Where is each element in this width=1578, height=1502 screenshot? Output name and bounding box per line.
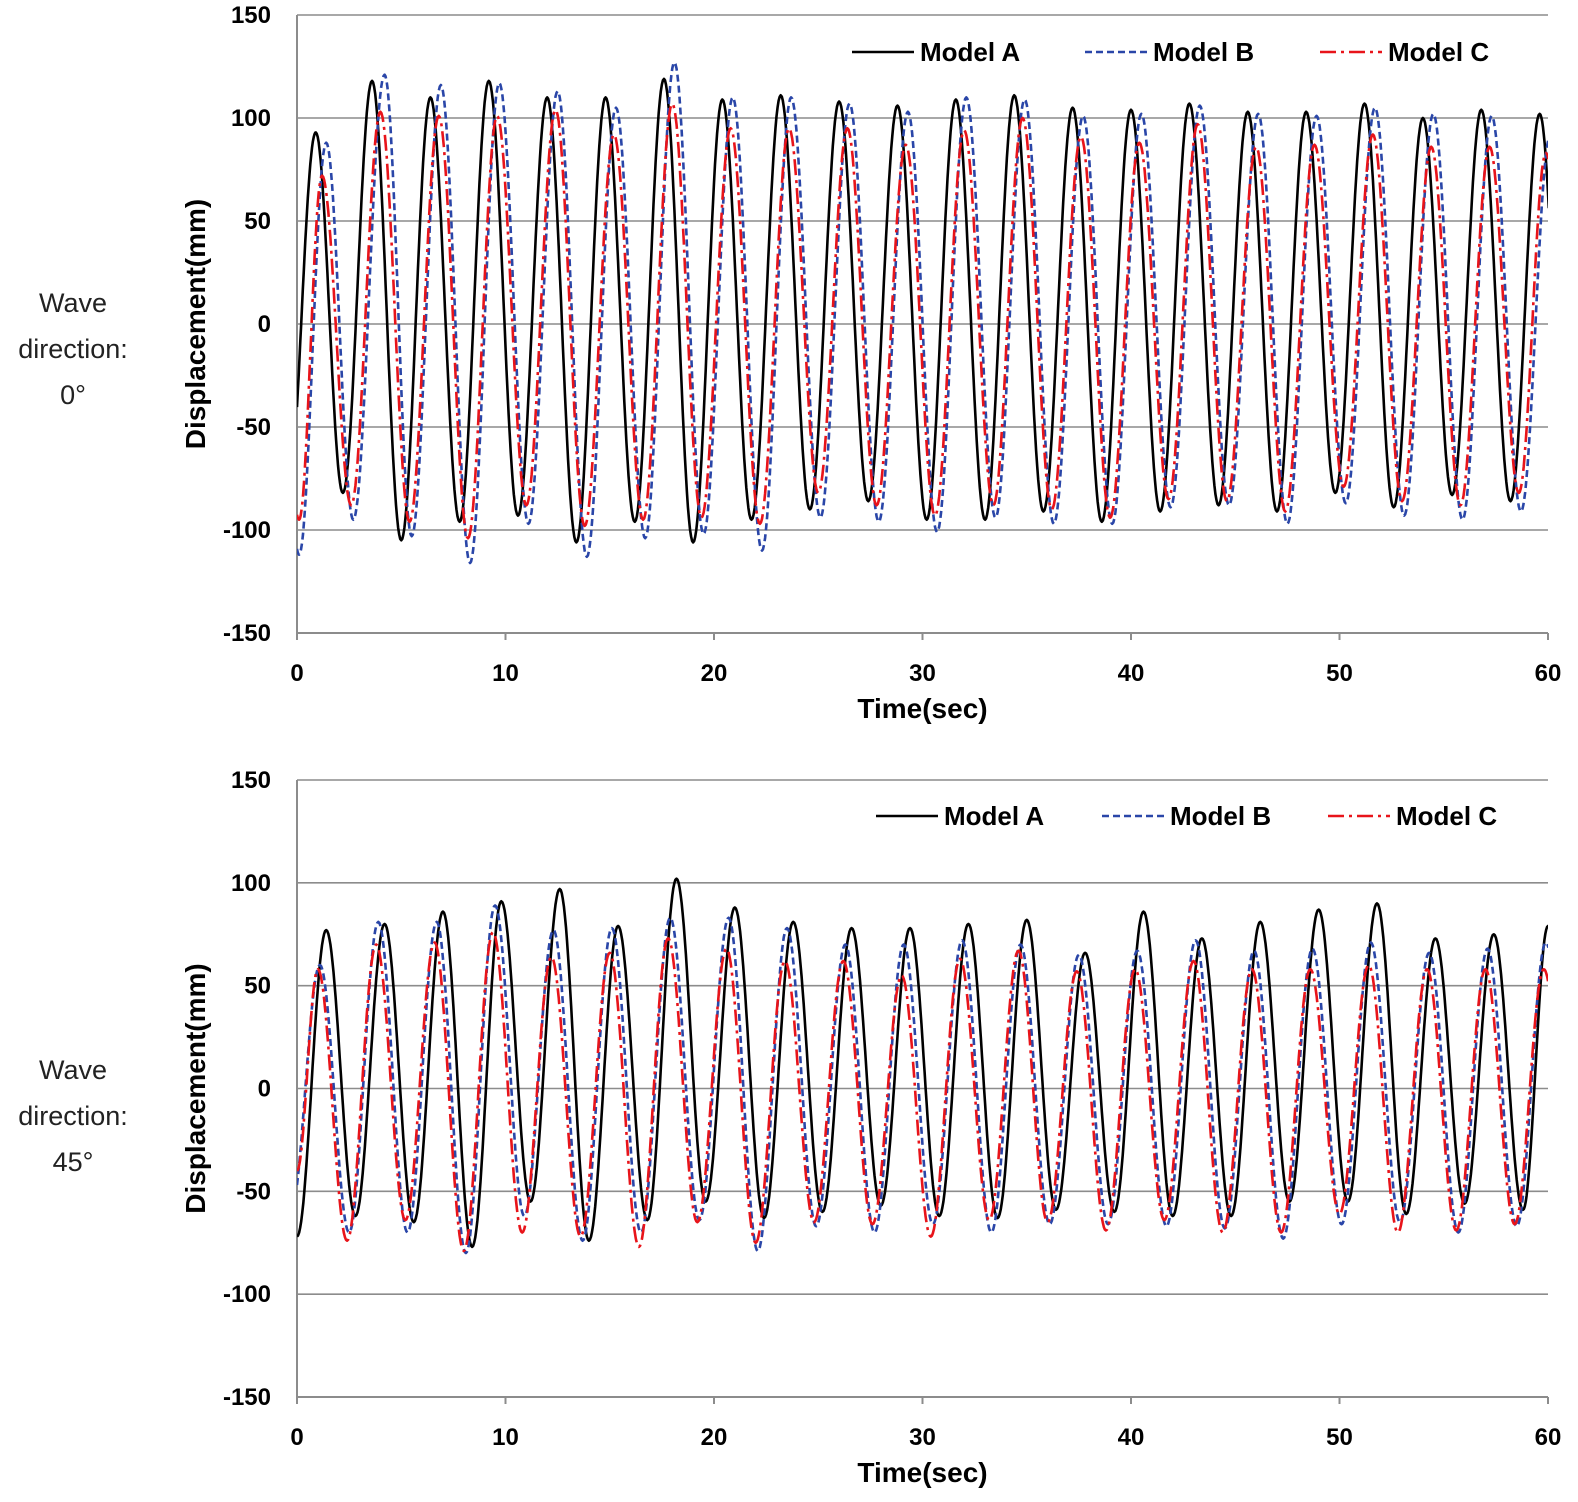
panel-2-label-line-2: direction:	[18, 1101, 128, 1131]
y-tick-label: -150	[223, 1384, 271, 1411]
x-tick-label: 40	[1118, 1424, 1145, 1451]
x-tick-label: 10	[492, 660, 519, 687]
y-tick-label: -100	[223, 517, 271, 544]
y-tick-label: 50	[244, 208, 271, 235]
x-tick-label: 50	[1326, 660, 1353, 687]
y-tick-label: 50	[244, 973, 271, 1000]
y-tick-label: -50	[236, 1178, 271, 1205]
series-line-model-b	[297, 904, 1548, 1255]
x-tick-label: 30	[909, 660, 936, 687]
series-line-model-c	[297, 102, 1548, 540]
x-axis-title: Time(sec)	[857, 693, 987, 724]
legend-label: Model A	[920, 37, 1020, 67]
x-tick-label: 0	[290, 660, 303, 687]
legend-label: Model C	[1396, 801, 1497, 831]
x-tick-label: 10	[492, 1424, 519, 1451]
legend-label: Model B	[1153, 37, 1254, 67]
panel-1-label: Wave direction: 0°	[0, 280, 146, 418]
y-axis-title: Displacement(mm)	[180, 963, 211, 1214]
series-line-model-c	[297, 930, 1548, 1253]
legend-label: Model A	[944, 801, 1044, 831]
y-tick-label: 100	[231, 870, 271, 897]
x-tick-label: 60	[1535, 660, 1562, 687]
x-tick-label: 20	[701, 660, 728, 687]
panel-2-label: Wave direction: 45°	[0, 1047, 146, 1185]
y-tick-label: -150	[223, 620, 271, 647]
panel-1-label-line-3: 0°	[60, 380, 86, 410]
y-tick-label: 100	[231, 105, 271, 132]
x-tick-label: 50	[1326, 1424, 1353, 1451]
y-tick-label: -50	[236, 414, 271, 441]
series-line-model-a	[297, 877, 1548, 1249]
legend-label: Model B	[1170, 801, 1271, 831]
y-tick-label: -100	[223, 1281, 271, 1308]
panel-1-label-line-1: Wave	[38, 288, 107, 318]
y-tick-label: 150	[231, 767, 271, 794]
panel-1-label-line-2: direction:	[18, 334, 128, 364]
x-tick-label: 30	[909, 1424, 936, 1451]
chart-panel-1: 150 100 50 0 -50 -100 -150 0 10 20 30 40 50 60 Time(se…	[180, 2, 1561, 724]
panel-2-label-line-1: Wave	[38, 1055, 107, 1085]
x-tick-label: 40	[1118, 660, 1145, 687]
x-tick-label: 60	[1535, 1424, 1562, 1451]
x-axis-title: Time(sec)	[857, 1457, 987, 1488]
x-tick-label: 0	[290, 1424, 303, 1451]
chart-panel-2: 150 100 50 0 -50 -100 -150 0 10 20 30 40 50 60 Time(se…	[180, 767, 1561, 1488]
y-tick-label: 0	[258, 1076, 271, 1103]
series-line-model-a	[297, 77, 1548, 544]
y-tick-label: 0	[258, 311, 271, 338]
x-tick-label: 20	[701, 1424, 728, 1451]
y-tick-label: 150	[231, 2, 271, 29]
legend-label: Model C	[1388, 37, 1489, 67]
panel-2-label-line-3: 45°	[52, 1147, 94, 1177]
y-axis-title: Displacement(mm)	[180, 199, 211, 450]
series-line-model-b	[297, 61, 1548, 565]
